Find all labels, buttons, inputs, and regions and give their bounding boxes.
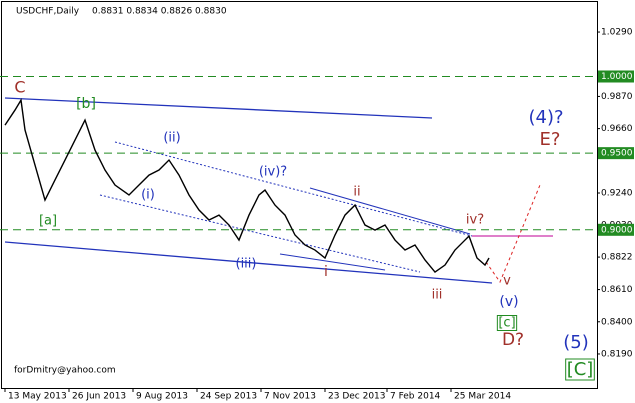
wave-label: (ii) (163, 131, 180, 146)
x-tick-label: 25 Mar 2014 (454, 392, 511, 402)
level-label: 1.0000 (601, 72, 633, 82)
wave-label: [c] (498, 316, 515, 331)
trend-line (279, 253, 386, 271)
level-tag (598, 70, 634, 83)
wave-label: (v) (499, 294, 518, 310)
trend-line (114, 141, 473, 237)
trend-objects (4, 97, 553, 284)
y-tick-label: 0.8822 (601, 253, 633, 263)
x-tick-label: 7 Nov 2013 (264, 392, 316, 402)
wave-label: (iv)? (259, 165, 287, 180)
quote: 0.8831 0.8834 0.8826 0.8830 (92, 7, 227, 17)
wave-label: ii (353, 185, 360, 200)
x-tick-label: 9 Aug 2013 (136, 392, 188, 402)
wave-label: (4)? (528, 107, 563, 128)
y-tick-label: 0.8400 (601, 317, 633, 327)
wave-label: iv? (466, 213, 484, 228)
wave-label: E? (540, 129, 561, 150)
trend-line (309, 187, 471, 235)
wave-label: C (14, 78, 25, 97)
wave-label: (i) (141, 188, 155, 203)
level-label: 0.9000 (601, 225, 633, 235)
y-tick-label: 0.9660 (601, 124, 633, 134)
x-tick-label: 24 Sep 2013 (200, 392, 257, 402)
wave-box (565, 358, 595, 381)
wave-label: [a] (39, 214, 57, 229)
wave-label: [b] (76, 96, 96, 112)
wave-label: v (503, 274, 511, 289)
x-tick-label: 7 Feb 2014 (390, 392, 441, 402)
y-tick-label: 0.9240 (601, 189, 633, 199)
level-tag (598, 223, 634, 236)
y-tick-label: 0.8190 (601, 349, 633, 359)
plot-frame (1, 1, 598, 389)
wave-label: D? (502, 330, 524, 350)
chart-title: USDCHF,Daily (16, 7, 80, 17)
watermark: forDmitry@yahoo.com (14, 366, 116, 376)
trend-line (4, 241, 493, 284)
y-tick-label: 0.8610 (601, 285, 633, 295)
x-tick-label: 13 May 2013 (8, 392, 67, 402)
level-label: 0.9500 (601, 149, 633, 159)
wave-label: i (324, 264, 328, 280)
wave-label: iii (432, 288, 443, 303)
y-tick-label: 0.9870 (601, 92, 633, 102)
trend-line (4, 97, 433, 119)
y-tick-label: 1.0290 (601, 28, 633, 38)
wave-label: (iii) (236, 257, 257, 272)
wave-label: [C] (567, 359, 594, 380)
price-line (4, 98, 490, 274)
level-tag (598, 147, 634, 160)
x-tick-label: 26 Jun 2013 (72, 392, 126, 402)
x-tick-label: 23 Dec 2013 (328, 392, 386, 402)
projection (485, 184, 541, 284)
wave-box (496, 315, 518, 331)
trend-line (99, 194, 421, 273)
wave-label: (5) (563, 332, 589, 353)
